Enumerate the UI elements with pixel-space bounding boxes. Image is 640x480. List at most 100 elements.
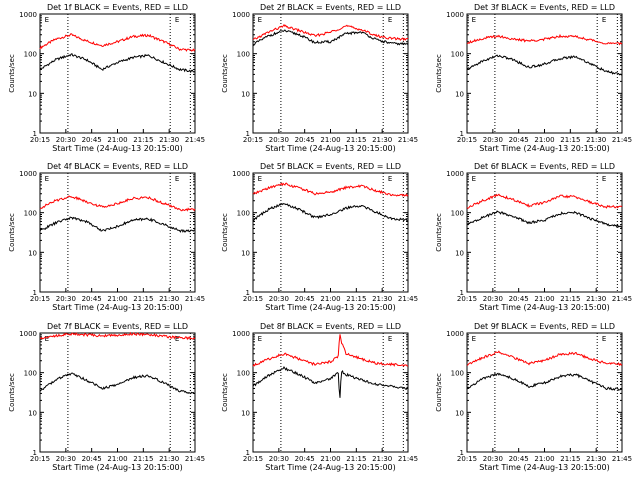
x-tick-label: 21:00 — [534, 295, 554, 303]
x-tick-label: 21:15 — [346, 455, 366, 463]
x-tick-label: 20:45 — [509, 455, 529, 463]
x-tick-label: 21:15 — [133, 136, 153, 144]
event-marker: E — [175, 335, 179, 343]
x-axis-label: Start Time (24-Aug-13 20:15:00) — [52, 303, 183, 312]
y-tick-label: 1 — [460, 130, 464, 138]
x-tick-label: 21:30 — [372, 295, 392, 303]
chart-title: Det 2f BLACK = Events, RED = LLD — [260, 3, 401, 12]
x-tick-label: 21:45 — [398, 295, 418, 303]
chart-title: Det 4f BLACK = Events, RED = LLD — [47, 162, 188, 171]
y-tick-label: 10 — [455, 409, 464, 417]
detector-chart-2: Det 2f BLACK = Events, RED = LLD E E 1 10 100… — [221, 3, 418, 153]
y-tick-label: 100 — [24, 51, 37, 59]
x-axis-label: Start Time (24-Aug-13 20:15:00) — [52, 144, 183, 153]
x-tick-label: 21:15 — [560, 136, 580, 144]
y-axis-label: Counts/sec — [435, 213, 443, 252]
event-marker: E — [388, 16, 392, 24]
y-tick-label: 10 — [455, 249, 464, 257]
y-tick-label: 1 — [246, 289, 250, 297]
y-axis-label: Counts/sec — [435, 54, 443, 93]
y-tick-label: 100 — [24, 210, 37, 218]
detector-chart-9: Det 9f BLACK = Events, RED = LLD E E 1 10 100… — [435, 322, 632, 472]
series-events-line — [466, 372, 623, 391]
chart-title: Det 8f BLACK = Events, RED = LLD — [260, 322, 401, 331]
event-marker: E — [602, 335, 606, 343]
event-marker: E — [388, 175, 392, 183]
chart-title: Det 9f BLACK = Events, RED = LLD — [474, 322, 615, 331]
x-tick-label: 21:30 — [586, 455, 606, 463]
x-tick-label: 20:45 — [509, 136, 529, 144]
plot-frame — [466, 172, 623, 293]
x-tick-label: 20:30 — [483, 136, 503, 144]
y-axis-label: Counts/sec — [221, 213, 229, 252]
event-marker: E — [175, 16, 179, 24]
detector-chart-5: Det 5f BLACK = Events, RED = LLD E E 1 10 100… — [221, 162, 418, 312]
series-events-line — [39, 216, 196, 233]
x-tick-label: 20:15 — [30, 455, 50, 463]
x-tick-label: 20:15 — [243, 136, 263, 144]
event-marker: E — [258, 175, 262, 183]
x-tick-label: 20:45 — [509, 295, 529, 303]
series-lld-line — [252, 182, 409, 197]
event-marker: E — [472, 16, 476, 24]
x-tick-label: 21:45 — [612, 295, 632, 303]
series-lld-line — [39, 195, 196, 212]
x-tick-label: 20:30 — [269, 455, 289, 463]
y-tick-label: 10 — [28, 90, 37, 98]
series-events-line — [39, 52, 196, 74]
x-tick-label: 20:15 — [457, 136, 477, 144]
plot-frame — [39, 172, 196, 293]
x-tick-label: 21:15 — [133, 455, 153, 463]
y-tick-label: 1 — [460, 289, 464, 297]
plot-frame — [39, 13, 196, 134]
y-tick-label: 1000 — [446, 330, 464, 338]
x-tick-label: 21:30 — [372, 455, 392, 463]
x-tick-label: 21:00 — [107, 455, 127, 463]
plot-frame — [466, 332, 623, 453]
x-axis-label: Start Time (24-Aug-13 20:15:00) — [479, 144, 610, 153]
series-events-line — [466, 210, 623, 228]
event-marker: E — [602, 175, 606, 183]
chart-title: Det 5f BLACK = Events, RED = LLD — [260, 162, 401, 171]
x-tick-label: 21:00 — [320, 295, 340, 303]
x-tick-label: 21:15 — [560, 295, 580, 303]
series-events-line — [466, 54, 623, 76]
series-events-line — [252, 366, 409, 398]
detector-chart-8: Det 8f BLACK = Events, RED = LLD E E 1 10 100… — [221, 322, 418, 472]
x-tick-label: 21:00 — [534, 455, 554, 463]
x-tick-label: 20:15 — [457, 455, 477, 463]
y-tick-label: 1 — [33, 130, 37, 138]
series-lld-line — [466, 350, 623, 367]
y-tick-label: 1 — [33, 289, 37, 297]
y-tick-label: 10 — [241, 90, 250, 98]
series-events-line — [39, 372, 196, 395]
x-tick-label: 21:45 — [185, 136, 205, 144]
plot-frame — [39, 332, 196, 453]
x-tick-label: 21:30 — [159, 455, 179, 463]
series-lld-line — [39, 331, 196, 341]
x-tick-label: 21:45 — [398, 136, 418, 144]
x-axis-label: Start Time (24-Aug-13 20:15:00) — [265, 303, 396, 312]
x-tick-label: 20:45 — [82, 295, 102, 303]
y-tick-label: 100 — [24, 370, 37, 378]
series-events-line — [252, 29, 409, 47]
x-tick-label: 20:15 — [457, 295, 477, 303]
y-axis-label: Counts/sec — [221, 54, 229, 93]
x-tick-label: 20:30 — [483, 295, 503, 303]
x-tick-label: 21:00 — [320, 136, 340, 144]
detector-chart-3: Det 3f BLACK = Events, RED = LLD E E 1 10 100… — [435, 3, 632, 153]
event-marker: E — [258, 16, 262, 24]
plot-frame — [466, 13, 623, 134]
x-tick-label: 20:30 — [56, 455, 76, 463]
series-lld-line — [39, 32, 196, 52]
detector-chart-1: Det 1f BLACK = Events, RED = LLD E E 1 10 100… — [8, 3, 205, 153]
x-tick-label: 20:30 — [56, 295, 76, 303]
x-tick-label: 21:15 — [560, 455, 580, 463]
y-tick-label: 100 — [237, 210, 250, 218]
x-axis-label: Start Time (24-Aug-13 20:15:00) — [265, 144, 396, 153]
x-axis-label: Start Time (24-Aug-13 20:15:00) — [265, 463, 396, 472]
y-axis-label: Counts/sec — [221, 373, 229, 412]
y-tick-label: 100 — [451, 370, 464, 378]
y-axis-label: Counts/sec — [8, 213, 16, 252]
